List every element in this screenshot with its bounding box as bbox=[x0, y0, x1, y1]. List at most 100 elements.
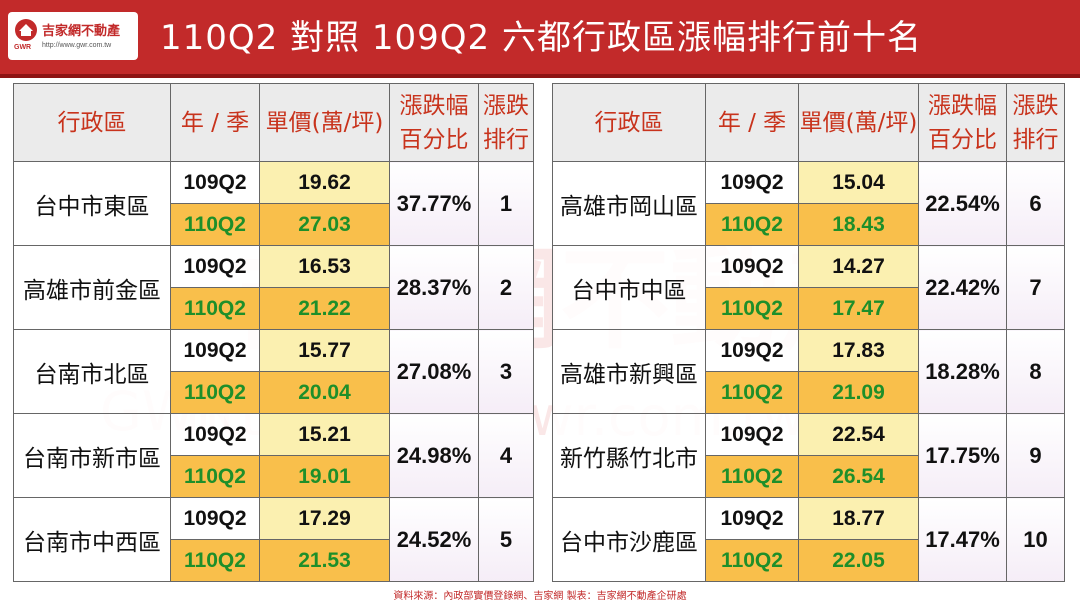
header-rank: 漲跌 排行 bbox=[478, 83, 534, 162]
price-cur-cell: 20.04 bbox=[259, 371, 390, 414]
quarter-prev-cell: 109Q2 bbox=[705, 329, 799, 372]
header-price: 單價(萬/坪) bbox=[798, 83, 919, 162]
quarter-cur-cell: 110Q2 bbox=[705, 539, 799, 582]
table-row: 高雄市岡山區 109Q2 15.04 22.54% 6 bbox=[552, 161, 1065, 246]
quarter-prev-cell: 109Q2 bbox=[170, 329, 260, 372]
table-row: 台中市沙鹿區 109Q2 18.77 17.47% 10 bbox=[552, 497, 1065, 582]
district-cell: 新竹縣竹北市 bbox=[552, 413, 706, 498]
pct-cell: 28.37% bbox=[389, 245, 479, 330]
district-cell: 台南市中西區 bbox=[13, 497, 171, 582]
header-pct: 漲跌幅 百分比 bbox=[389, 83, 479, 162]
price-cur-cell: 17.47 bbox=[798, 287, 919, 330]
price-prev-cell: 15.04 bbox=[798, 161, 919, 204]
table-row: 110Q2 18.43 bbox=[553, 203, 1065, 246]
pct-cell: 37.77% bbox=[389, 161, 479, 246]
header-pct: 漲跌幅 百分比 bbox=[918, 83, 1007, 162]
table-row: 110Q2 21.53 bbox=[14, 539, 534, 582]
table-row: 110Q2 19.01 bbox=[14, 455, 534, 498]
pct-cell: 17.47% bbox=[918, 497, 1007, 582]
table-row: 台中市中區 109Q2 14.27 22.42% 7 bbox=[552, 245, 1065, 330]
pct-cell: 22.54% bbox=[918, 161, 1007, 246]
quarter-cur-cell: 110Q2 bbox=[170, 203, 260, 246]
table-row: 新竹縣竹北市 109Q2 22.54 17.75% 9 bbox=[552, 413, 1065, 498]
district-cell: 台南市新市區 bbox=[13, 413, 171, 498]
table-header-row: 行政區 年 / 季 單價(萬/坪) 漲跌幅百分比 漲跌 排行 bbox=[13, 83, 534, 162]
price-prev-cell: 19.62 bbox=[259, 161, 390, 204]
pct-cell: 22.42% bbox=[918, 245, 1007, 330]
price-cur-cell: 19.01 bbox=[259, 455, 390, 498]
ranking-table-left: 行政區 年 / 季 單價(萬/坪) 漲跌幅百分比 漲跌 排行 台中市東區 109Q… bbox=[13, 83, 534, 582]
quarter-prev-cell: 109Q2 bbox=[170, 497, 260, 540]
price-cur-cell: 18.43 bbox=[798, 203, 919, 246]
header-rank-line1: 漲跌 bbox=[1012, 92, 1059, 119]
rank-cell: 7 bbox=[1006, 245, 1065, 330]
pct-cell: 27.08% bbox=[389, 329, 479, 414]
district-cell: 台中市中區 bbox=[552, 245, 706, 330]
quarter-cur-cell: 110Q2 bbox=[170, 455, 260, 498]
header-district: 行政區 bbox=[13, 83, 171, 162]
price-cur-cell: 26.54 bbox=[798, 455, 919, 498]
header-pct-line1: 漲跌幅 bbox=[399, 92, 469, 119]
header-pct-line1: 漲跌幅 bbox=[928, 92, 997, 119]
price-cur-cell: 21.09 bbox=[798, 371, 919, 414]
price-cur-cell: 21.53 bbox=[259, 539, 390, 582]
table-row: 台南市北區 109Q2 15.77 27.08% 3 bbox=[13, 329, 534, 414]
ranking-table-right: 行政區 年 / 季 單價(萬/坪) 漲跌幅 百分比 漲跌 排行 高雄市岡山區 109… bbox=[552, 83, 1065, 582]
rank-cell: 5 bbox=[478, 497, 534, 582]
header-rank-line1: 漲跌 bbox=[483, 92, 529, 119]
title-bar: 吉家網不動產 GWR http://www.gwr.com.tw 110Q2 對… bbox=[0, 0, 1080, 78]
quarter-cur-cell: 110Q2 bbox=[705, 455, 799, 498]
quarter-prev-cell: 109Q2 bbox=[705, 413, 799, 456]
price-prev-cell: 18.77 bbox=[798, 497, 919, 540]
quarter-cur-cell: 110Q2 bbox=[170, 539, 260, 582]
quarter-prev-cell: 109Q2 bbox=[705, 161, 799, 204]
pct-cell: 17.75% bbox=[918, 413, 1007, 498]
district-cell: 高雄市新興區 bbox=[552, 329, 706, 414]
table-row: 110Q2 22.05 bbox=[553, 539, 1065, 582]
rank-cell: 1 bbox=[478, 161, 534, 246]
district-cell: 高雄市前金區 bbox=[13, 245, 171, 330]
quarter-cur-cell: 110Q2 bbox=[170, 371, 260, 414]
price-prev-cell: 14.27 bbox=[798, 245, 919, 288]
table-row: 高雄市新興區 109Q2 17.83 18.28% 8 bbox=[552, 329, 1065, 414]
table-header-row: 行政區 年 / 季 單價(萬/坪) 漲跌幅 百分比 漲跌 排行 bbox=[552, 83, 1065, 162]
pct-cell: 18.28% bbox=[918, 329, 1007, 414]
price-cur-cell: 22.05 bbox=[798, 539, 919, 582]
quarter-prev-cell: 109Q2 bbox=[705, 245, 799, 288]
rank-cell: 3 bbox=[478, 329, 534, 414]
rank-cell: 4 bbox=[478, 413, 534, 498]
rank-cell: 6 bbox=[1006, 161, 1065, 246]
quarter-cur-cell: 110Q2 bbox=[705, 371, 799, 414]
table-row: 110Q2 21.09 bbox=[553, 371, 1065, 414]
header-pct-line2: 百分比 bbox=[399, 126, 469, 153]
table-row: 台中市東區 109Q2 19.62 37.77% 1 bbox=[13, 161, 534, 246]
rank-cell: 10 bbox=[1006, 497, 1065, 582]
header-quarter: 年 / 季 bbox=[705, 83, 799, 162]
quarter-cur-cell: 110Q2 bbox=[170, 287, 260, 330]
price-cur-cell: 21.22 bbox=[259, 287, 390, 330]
table-row: 110Q2 26.54 bbox=[553, 455, 1065, 498]
district-cell: 台中市東區 bbox=[13, 161, 171, 246]
header-district: 行政區 bbox=[552, 83, 706, 162]
logo-name: 吉家網不動產 bbox=[42, 24, 121, 39]
table-row: 高雄市前金區 109Q2 16.53 28.37% 2 bbox=[13, 245, 534, 330]
pct-cell: 24.98% bbox=[389, 413, 479, 498]
district-cell: 台中市沙鹿區 bbox=[552, 497, 706, 582]
rank-cell: 8 bbox=[1006, 329, 1065, 414]
quarter-prev-cell: 109Q2 bbox=[705, 497, 799, 540]
quarter-cur-cell: 110Q2 bbox=[705, 203, 799, 246]
quarter-prev-cell: 109Q2 bbox=[170, 161, 260, 204]
price-prev-cell: 17.29 bbox=[259, 497, 390, 540]
price-prev-cell: 22.54 bbox=[798, 413, 919, 456]
table-row: 110Q2 21.22 bbox=[14, 287, 534, 330]
price-prev-cell: 15.21 bbox=[259, 413, 390, 456]
source-note: 資料來源：內政部實價登錄網、吉家網 製表：吉家網不動產企研處 bbox=[393, 591, 687, 602]
house-logo-icon bbox=[15, 19, 37, 41]
header-quarter: 年 / 季 bbox=[170, 83, 260, 162]
rank-cell: 2 bbox=[478, 245, 534, 330]
logo: 吉家網不動產 GWR http://www.gwr.com.tw bbox=[8, 12, 138, 60]
price-prev-cell: 17.83 bbox=[798, 329, 919, 372]
header-price: 單價(萬/坪) bbox=[259, 83, 390, 162]
page-title: 110Q2 對照 109Q2 六都行政區漲幅排行前十名 bbox=[160, 18, 922, 58]
table-row: 110Q2 27.03 bbox=[14, 203, 534, 246]
